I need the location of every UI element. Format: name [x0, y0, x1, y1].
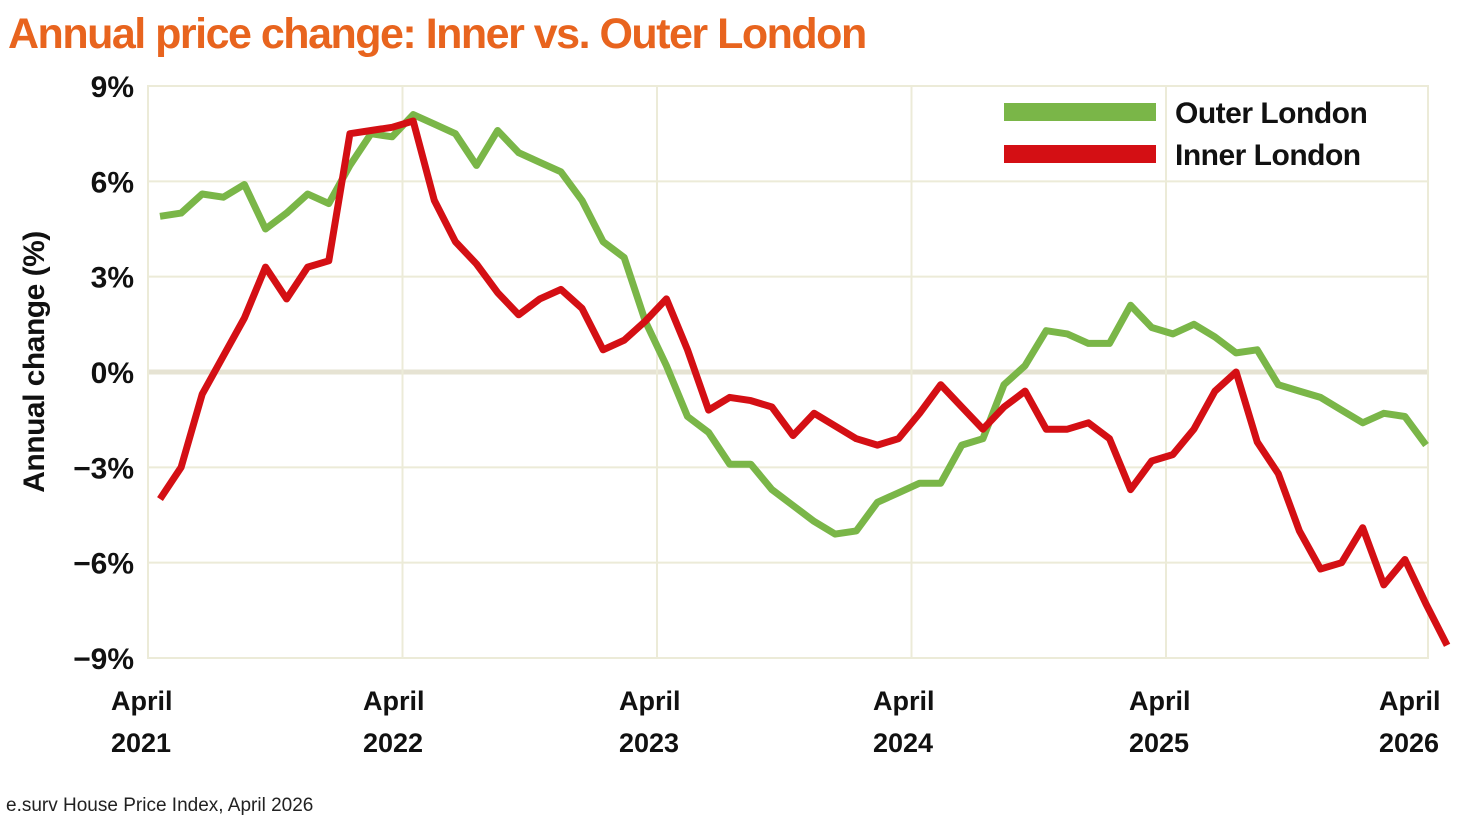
- legend-label: Outer London: [1175, 97, 1367, 130]
- x-tick-label-month: April: [619, 686, 681, 716]
- x-tick-label-month: April: [1379, 686, 1441, 716]
- chart-title: Annual price change: Inner vs. Outer Lon…: [8, 10, 867, 58]
- x-tick-label-month: April: [111, 686, 173, 716]
- x-tick-label-year: 2024: [873, 728, 933, 758]
- x-tick-label-year: 2026: [1379, 728, 1439, 758]
- x-tick-label-year: 2025: [1129, 728, 1189, 758]
- y-tick-label: 9%: [91, 71, 134, 104]
- y-tick-label: −6%: [73, 548, 134, 581]
- x-tick-label-year: 2022: [363, 728, 423, 758]
- source-note: e.surv House Price Index, April 2026: [6, 795, 314, 816]
- legend: Outer London Inner London: [1004, 97, 1368, 172]
- y-tick-label: 3%: [91, 262, 134, 295]
- x-tick-label-month: April: [363, 686, 425, 716]
- line-chart: 9%6%3%0%−3%−6%−9% April2021April2022Apri…: [18, 71, 1451, 758]
- y-tick-label: −3%: [73, 452, 134, 485]
- x-tick-label-year: 2021: [111, 728, 171, 758]
- series-lines: [157, 111, 1451, 647]
- x-tick-label-month: April: [873, 686, 935, 716]
- series-line-outer-london: [159, 111, 1429, 538]
- x-axis-ticks: April 2021 April 2022 April 2023 April 2024 Apri…: [111, 686, 1441, 758]
- grid: [147, 85, 1429, 659]
- y-tick-label: 6%: [91, 166, 134, 199]
- y-axis-label: Annual change (%): [18, 231, 51, 493]
- y-axis-ticks: 9% 6% 3% 0% −3% −6% −9%: [73, 71, 134, 676]
- y-tick-label: 0%: [91, 357, 134, 390]
- x-tick-label-year: 2023: [619, 728, 679, 758]
- x-tick-label-month: April: [1129, 686, 1191, 716]
- legend-label: Inner London: [1175, 139, 1361, 172]
- y-tick-label: −9%: [73, 643, 134, 676]
- series-line-inner-london: [157, 117, 1451, 647]
